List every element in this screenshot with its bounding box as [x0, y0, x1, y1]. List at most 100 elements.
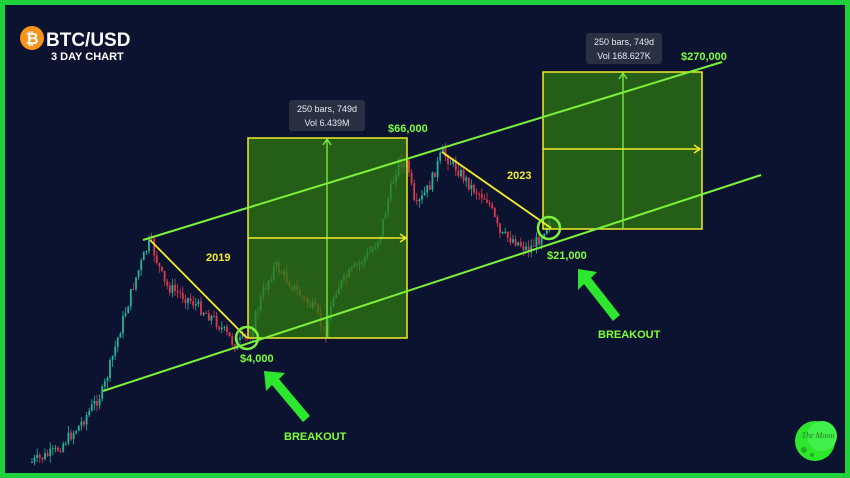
candle-body-171 [475, 192, 478, 194]
the-moon-logo-text: The Moon [802, 431, 835, 440]
candle-body-164 [457, 170, 460, 177]
candle-body-40 [135, 277, 137, 290]
candle-body-55 [174, 284, 176, 291]
candle-body-36 [124, 313, 127, 316]
candle-body-10 [57, 447, 59, 451]
candle-body-8 [51, 448, 54, 450]
candle-body-57 [179, 292, 182, 294]
breakout-circle-2019 [234, 325, 260, 351]
candle-body-30 [109, 359, 111, 379]
candle-body-158 [441, 148, 444, 153]
the-moon-logo: The Moon [795, 421, 837, 461]
candle-body-185 [512, 239, 514, 243]
candle-body-182 [504, 231, 507, 233]
candle-body-54 [171, 284, 174, 293]
candle-body-183 [506, 231, 509, 238]
candle-body-38 [129, 288, 132, 307]
candle-body-80 [239, 337, 241, 341]
candle-body-175 [486, 199, 488, 203]
price-label-4000: $4,000 [240, 353, 274, 365]
bitcoin-symbol: ₿ [25, 29, 38, 48]
breakout-arrow-2019 [264, 371, 310, 422]
candle-body-150 [421, 195, 423, 200]
candle-body-161 [449, 163, 452, 165]
candle-body-67 [205, 313, 208, 315]
candle-body-167 [465, 177, 468, 181]
the-moon-logo-crater-1 [801, 447, 807, 453]
candle-body-6 [46, 453, 49, 456]
candle-body-188 [519, 242, 522, 247]
candle-body-27 [101, 386, 104, 399]
candle-body-12 [62, 443, 65, 452]
candle-body-3 [38, 454, 41, 458]
candle-body-196 [540, 237, 543, 245]
candle-body-21 [85, 415, 88, 425]
bitcoin-icon [20, 26, 44, 50]
projection-box-2019-up-arrow [322, 137, 332, 146]
price-label-270000: $270,000 [681, 51, 727, 63]
projection-box-2019-right-arrow [399, 233, 408, 243]
candle-body-176 [488, 202, 491, 205]
candle-body-149 [418, 199, 421, 202]
projection-box-2019 [247, 137, 408, 339]
candle-body-37 [127, 306, 130, 314]
candle-body-145 [408, 160, 410, 173]
candle-body-68 [207, 313, 210, 321]
candle-body-151 [423, 192, 426, 196]
downtrend-line-2019 [149, 239, 248, 339]
candle-body-24 [93, 400, 96, 405]
candle-body-168 [467, 177, 470, 190]
candle-body-29 [106, 378, 109, 382]
breakout-circle-2023 [536, 215, 562, 241]
candle-body-58 [181, 293, 184, 300]
candle-body-66 [202, 313, 205, 315]
candle-body-179 [496, 216, 499, 224]
candle-body-47 [153, 238, 156, 256]
breakout-label-2019: BREAKOUT [284, 431, 347, 443]
candle-body-63 [194, 303, 197, 306]
candle-body-195 [538, 236, 540, 245]
measure-tooltip-2023: 250 bars, 749d Vol 168.627K [586, 33, 662, 64]
candle-body-26 [98, 398, 101, 406]
candle-body-184 [509, 237, 512, 243]
candle-body-2 [36, 454, 39, 458]
candle-body-193 [532, 245, 535, 247]
candle-body-65 [200, 301, 202, 315]
breakout-arrow-2023 [578, 269, 620, 321]
candle-body-53 [168, 285, 171, 293]
candle-body-28 [103, 381, 106, 387]
candle-body-162 [452, 160, 455, 164]
channel-upper-line [142, 61, 723, 241]
price-label-66000: $66,000 [388, 123, 428, 135]
candle-body-72 [218, 326, 221, 330]
candle-body-60 [187, 298, 189, 304]
measure-tooltip-2023-bg [586, 33, 662, 64]
candle-body-74 [223, 326, 226, 328]
candle-body-187 [517, 242, 520, 246]
candle-body-43 [142, 252, 145, 261]
breakout-label-2023: BREAKOUT [598, 329, 661, 341]
candle-body-44 [145, 251, 148, 253]
candle-body-197 [543, 233, 546, 238]
candle-body-48 [155, 255, 158, 264]
candle-body-32 [114, 346, 117, 356]
channel-lower-line [102, 174, 762, 392]
candle-body-23 [90, 404, 93, 411]
candle-body-7 [49, 448, 52, 456]
candle-body-11 [59, 450, 62, 452]
measure-tooltip-2023-volume: Vol 168.627K [597, 51, 651, 61]
candle-body-49 [158, 263, 161, 267]
the-moon-logo-crater-2 [810, 453, 814, 457]
chart-title-block: ₿ BTC/USD 3 DAY CHART [20, 26, 130, 63]
candle-body-190 [525, 246, 527, 250]
candle-body-64 [197, 301, 200, 304]
candle-body-62 [192, 301, 195, 306]
candle-body-169 [470, 185, 473, 190]
candle-body-52 [166, 281, 169, 286]
candle-body-56 [176, 290, 179, 293]
candle-body-157 [439, 152, 442, 161]
the-moon-logo-crescent-cut [807, 421, 837, 451]
candle-body-14 [67, 432, 70, 444]
